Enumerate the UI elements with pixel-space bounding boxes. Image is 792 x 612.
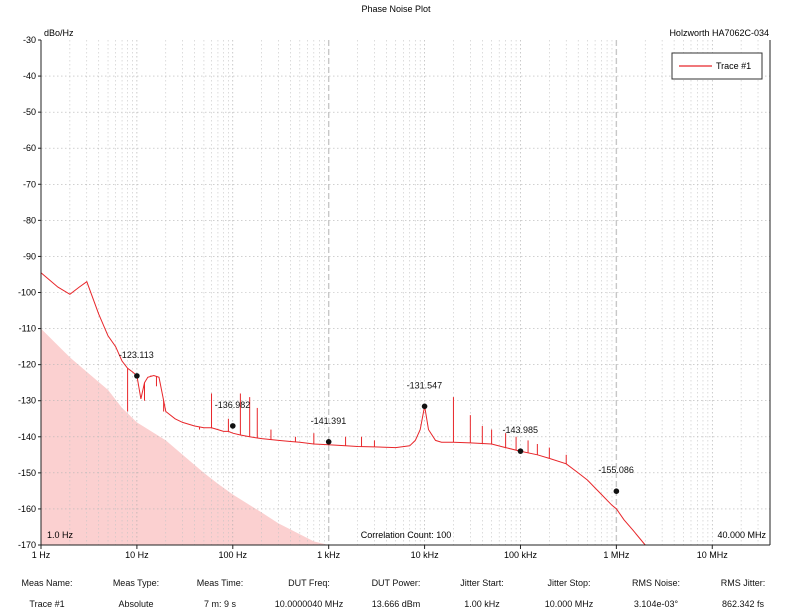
- y-tick-label: -40: [23, 71, 36, 81]
- x-tick-label: 100 kHz: [504, 550, 538, 560]
- y-tick-label: -80: [23, 215, 36, 225]
- marker-label: -141.391: [311, 416, 347, 426]
- rms-noise-header: RMS Noise:: [631, 578, 680, 588]
- dut-freq-value: 10.0000040 MHz: [274, 599, 344, 609]
- marker-point: [325, 439, 332, 445]
- meas-time-value: 7 m: 9 s: [203, 599, 236, 609]
- marker-point: [517, 448, 524, 454]
- marker-label: -123.113: [119, 350, 154, 360]
- marker-label: -131.547: [407, 380, 443, 390]
- jitter-stop-header: Jitter Stop:: [547, 578, 591, 588]
- legend-label: Trace #1: [716, 61, 751, 71]
- x-tick-label: 1 MHz: [603, 550, 630, 560]
- jitter-start-header: Jitter Start:: [460, 578, 504, 588]
- marker-point: [134, 373, 140, 379]
- x-tick-label: 1 kHz: [317, 550, 341, 560]
- marker-point: [229, 423, 236, 429]
- chart-title: Phase Noise Plot: [361, 4, 431, 14]
- rms-noise-value: 3.104e-03°: [633, 599, 679, 609]
- marker-point: [421, 403, 428, 410]
- meas-name-header: Meas Name:: [21, 578, 73, 588]
- meas-type-header: Meas Type:: [112, 578, 160, 588]
- marker-label: -143.985: [502, 425, 538, 435]
- rms-jitter-value: 862.342 fs: [721, 599, 765, 609]
- x-tick-label: 10 Hz: [125, 550, 149, 560]
- dut-power-value: 13.666 dBm: [371, 599, 421, 609]
- legend-box: [671, 52, 763, 80]
- correlation-count-label: Correlation Count: 100: [361, 530, 452, 540]
- marker-point: [613, 488, 620, 495]
- meas-type-value: Absolute: [118, 599, 154, 609]
- y-tick-label: -30: [23, 35, 36, 45]
- phase-noise-chart: Phase Noise Plot dBo/Hz Holzworth HA7062…: [18, 4, 771, 560]
- x-tick-label: 1 Hz: [32, 550, 51, 560]
- jitter-start-value: 1.00 kHz: [464, 599, 500, 609]
- x-tick-label: 10 kHz: [411, 550, 440, 560]
- meas-time-header: Meas Time:: [196, 578, 244, 588]
- y-tick-label: -100: [18, 288, 36, 298]
- dut-freq-header: DUT Freq:: [288, 578, 330, 588]
- x-tick-label: 10 MHz: [697, 550, 729, 560]
- y-axis-label: dBo/Hz: [44, 28, 74, 38]
- legend: Trace #1: [671, 52, 763, 80]
- trace-1-line: [40, 272, 646, 546]
- y-tick-label: -90: [23, 251, 36, 261]
- dut-power-header: DUT Power:: [371, 578, 421, 588]
- y-tick-label: -140: [18, 432, 36, 442]
- range-stop-label: 40.000 MHz: [717, 530, 766, 540]
- y-tick-label: -60: [23, 143, 36, 153]
- meas-name-value: Trace #1: [29, 599, 65, 609]
- marker-label: -136.982: [215, 400, 251, 410]
- y-tick-label: -110: [19, 324, 36, 334]
- y-tick-label: -150: [18, 468, 36, 478]
- marker-label: -155.086: [598, 465, 634, 475]
- jitter-stop-value: 10.000 MHz: [544, 599, 594, 609]
- y-tick-label: -170: [18, 540, 36, 550]
- instrument-label: Holzworth HA7062C-034: [669, 28, 769, 38]
- rms-jitter-header: RMS Jitter:: [720, 578, 766, 588]
- x-tick-label: 100 Hz: [219, 550, 248, 560]
- y-tick-label: -50: [23, 107, 36, 117]
- noise-floor-area: [41, 328, 329, 545]
- measurement-summary: Meas Name: Meas Type: Meas Time: DUT Fre…: [0, 572, 792, 612]
- y-tick-label: -70: [23, 179, 36, 189]
- y-tick-label: -160: [18, 504, 36, 514]
- range-start-label: 1.0 Hz: [47, 530, 74, 540]
- y-tick-label: -130: [18, 396, 36, 406]
- y-tick-label: -120: [18, 360, 36, 370]
